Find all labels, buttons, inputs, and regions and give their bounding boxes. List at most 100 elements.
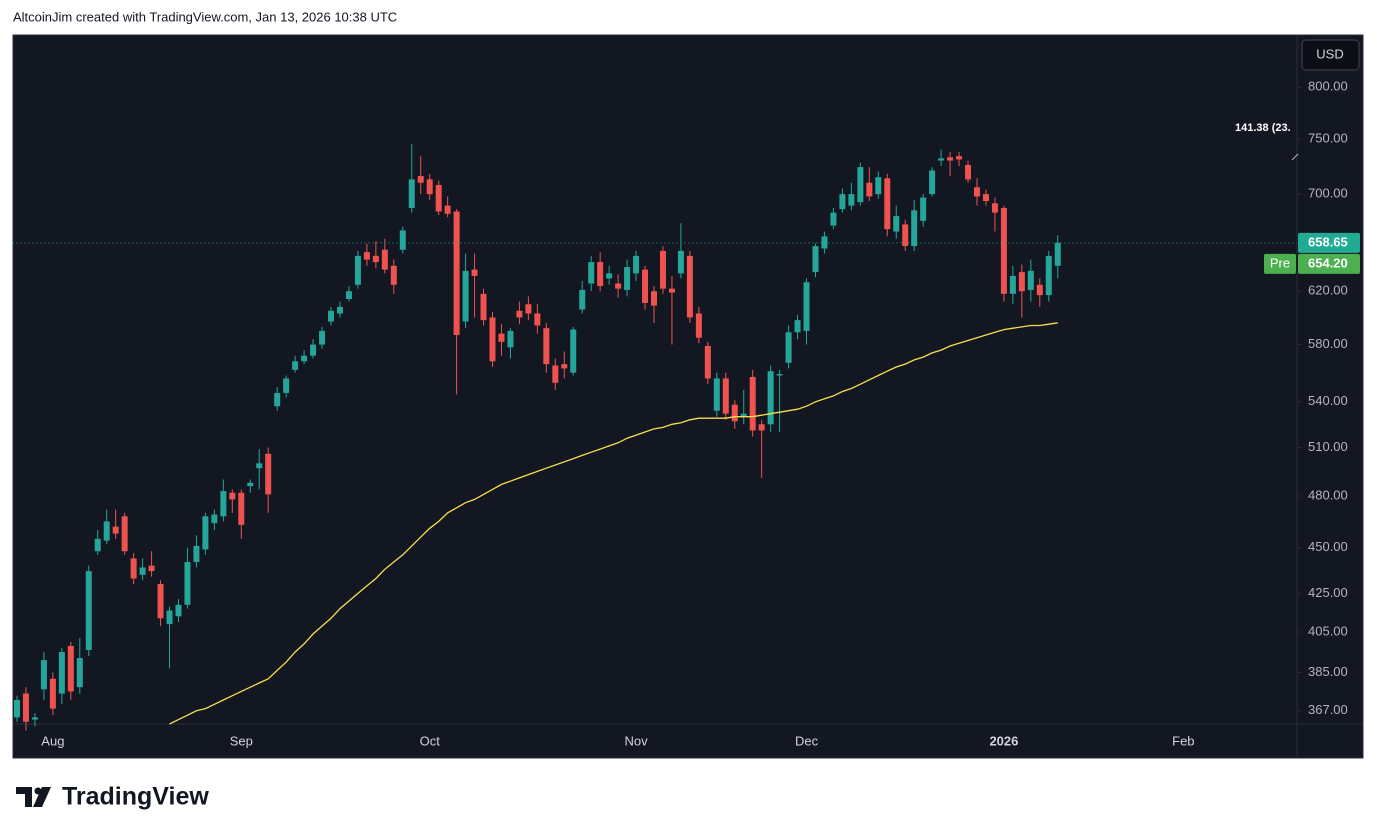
candle-body (615, 283, 622, 289)
candle-body (354, 255, 361, 285)
candle-body (758, 424, 765, 431)
candle-body (982, 194, 989, 202)
candle-body (256, 463, 263, 469)
candle-body (785, 332, 792, 363)
candle-body (534, 313, 541, 326)
candle-body (121, 516, 128, 552)
chart-panel (12, 34, 1364, 759)
header: AltcoinJim created with TradingView.com,… (13, 9, 397, 24)
candle-body (651, 291, 657, 306)
candle-body (516, 310, 523, 318)
candle-body (1045, 255, 1052, 296)
candle-body (695, 313, 702, 338)
logo-mark (33, 787, 51, 807)
measure-annotation: 141.38 (23. (1235, 122, 1291, 134)
candle-body (606, 273, 613, 279)
premarket-price: 654.20 (1308, 255, 1348, 270)
candle-body (435, 185, 442, 212)
candle-body (22, 693, 29, 722)
y-tick-label: 405.00 (1308, 623, 1348, 638)
tradingview-logo (16, 787, 51, 807)
y-tick-label: 425.00 (1308, 585, 1348, 600)
candle-body (336, 306, 343, 314)
x-tick-label: Dec (795, 733, 819, 748)
candle-body (166, 610, 173, 625)
candle-body (938, 158, 945, 161)
candle-body (292, 361, 299, 370)
candle-body (848, 194, 855, 206)
candle-body (875, 177, 882, 195)
candle-body (175, 604, 182, 617)
candle-body (597, 262, 604, 287)
candle-body (722, 378, 729, 414)
y-tick-label: 540.00 (1308, 393, 1348, 408)
y-tick-label: 480.00 (1308, 487, 1348, 502)
x-tick-label: Feb (1172, 733, 1194, 748)
candle-body (76, 658, 83, 688)
candle-body (67, 645, 74, 692)
candle-body (561, 364, 568, 369)
candle-body (552, 365, 559, 383)
candle-body (740, 413, 747, 417)
candle-body (211, 514, 218, 524)
x-tick-label: Nov (624, 733, 648, 748)
candle-body (85, 571, 92, 650)
premarket-tag (1298, 253, 1360, 274)
candle-body (40, 660, 47, 690)
candle-body (543, 328, 550, 365)
candle-body (381, 249, 388, 270)
candle-body (929, 170, 936, 195)
candle-body (310, 344, 317, 356)
candle-body (1036, 284, 1043, 296)
candle-body (229, 492, 236, 500)
candle-body (588, 262, 595, 284)
candle-body (866, 182, 873, 197)
currency-button[interactable] (1301, 39, 1360, 71)
candle-body (417, 176, 424, 183)
candle-body (991, 203, 998, 213)
candle-body (202, 516, 209, 550)
candle-body (749, 376, 756, 431)
candle-body (471, 269, 478, 276)
candle-body (830, 212, 837, 226)
candle-body (462, 270, 469, 322)
candle-body (902, 224, 909, 247)
last-price-label: 658.65 (1308, 234, 1348, 249)
moving-average (169, 322, 1058, 725)
candle-body (399, 230, 406, 250)
logo-mark (16, 787, 32, 807)
premarket-badge (1264, 253, 1296, 274)
y-tick-label: 700.00 (1308, 186, 1348, 201)
candle-body (265, 453, 272, 495)
plot-area (13, 144, 1061, 731)
candle-body (13, 699, 20, 718)
candle-body (507, 330, 514, 348)
candle-body (94, 538, 101, 552)
candle-body (193, 545, 200, 563)
candle-body (677, 250, 684, 274)
candle-body (345, 291, 352, 300)
candle-body (911, 210, 918, 247)
last-price-tag (1298, 232, 1360, 253)
x-tick-label: Oct (420, 733, 441, 748)
y-tick-label: 510.00 (1308, 439, 1348, 454)
candle-body (301, 355, 308, 362)
candle-body (1009, 275, 1016, 294)
y-tick-label: 385.00 (1308, 664, 1348, 679)
candle-body (713, 378, 720, 411)
candle-body (408, 179, 415, 208)
candle-body (328, 310, 335, 322)
candle-body (49, 678, 56, 709)
candle-body (686, 255, 693, 318)
candle-body (184, 562, 191, 605)
candle-body (579, 289, 586, 310)
candle-body (489, 317, 496, 362)
candle-body (794, 320, 801, 333)
candle-body (480, 293, 487, 321)
y-tick-label: 620.00 (1308, 283, 1348, 298)
y-tick-label: 580.00 (1308, 336, 1348, 351)
candle-body (103, 521, 110, 541)
candle-body (525, 304, 532, 314)
candle-body (1000, 207, 1007, 294)
